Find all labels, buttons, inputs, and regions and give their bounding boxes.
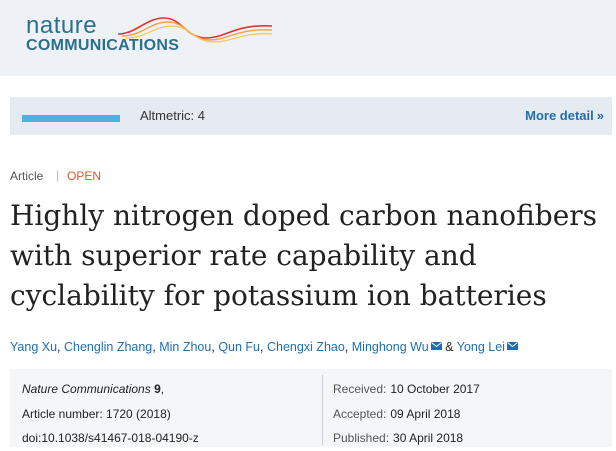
altmetric-badge-stripe (22, 115, 120, 122)
publication-dates: Received: 10 October 2017 Accepted: 09 Apr… (333, 377, 480, 451)
article-type: Article (10, 169, 44, 183)
author-list: Yang Xu, Chenglin Zhang, Min Zhou, Qun F… (10, 339, 610, 355)
author-link[interactable]: Yong Lei (456, 340, 505, 354)
doi[interactable]: doi:10.1038/s41467-018-04190-z (22, 431, 199, 445)
meta-divider (322, 375, 323, 445)
author-link[interactable]: Yang Xu (10, 340, 58, 354)
article-title-line: Highly nitrogen doped carbon nanofibers (10, 199, 598, 232)
volume-number: 9 (154, 382, 161, 396)
article-title: Highly nitrogen doped carbon nanofibers … (10, 196, 610, 316)
author-link[interactable]: Chenglin Zhang (64, 340, 153, 354)
article-title-line: with superior rate capability and (10, 239, 477, 272)
author-link[interactable]: Min Zhou (159, 340, 212, 354)
more-detail-link[interactable]: More detail» (525, 108, 604, 123)
logo-line1: nature (26, 12, 98, 39)
logo-line2: COMMUNICATIONS (26, 37, 180, 54)
author-link[interactable]: Qun Fu (218, 340, 260, 354)
email-icon[interactable] (430, 342, 442, 350)
email-icon[interactable] (506, 342, 518, 350)
journal-masthead: nature COMMUNICATIONS (0, 0, 616, 76)
authors-ampersand: & (445, 340, 454, 354)
double-chevron-right-icon: » (596, 108, 604, 123)
article-metadata: Nature Communications 9, Article number:… (10, 369, 612, 447)
accepted-date: 09 April 2018 (390, 406, 461, 421)
published-date: 30 April 2018 (393, 431, 464, 445)
received-date: 10 October 2017 (390, 382, 480, 396)
citation-info: Nature Communications 9, Article number:… (22, 377, 199, 451)
open-access-label: OPEN (67, 169, 102, 183)
altmetric-bar: Altmetric: 4 More detail» (10, 97, 612, 135)
logo-waves-icon (117, 17, 273, 43)
accepted-label: Accepted: (333, 406, 387, 421)
author-link[interactable]: Chengxi Zhao (266, 340, 345, 354)
more-detail-label: More detail (525, 108, 594, 123)
journal-name: Nature Communications (22, 382, 151, 396)
nature-communications-logo[interactable]: nature COMMUNICATIONS (24, 12, 284, 62)
article-number: Article number: 1720 (2018) (22, 406, 171, 421)
author-link[interactable]: Minghong Wu (351, 340, 429, 354)
article-type-separator: | (56, 168, 60, 182)
published-label: Published: (333, 431, 390, 445)
altmetric-score: Altmetric: 4 (140, 108, 206, 123)
article-title-line: cyclability for potassium ion batteries (10, 279, 547, 312)
received-label: Received: (333, 382, 387, 396)
